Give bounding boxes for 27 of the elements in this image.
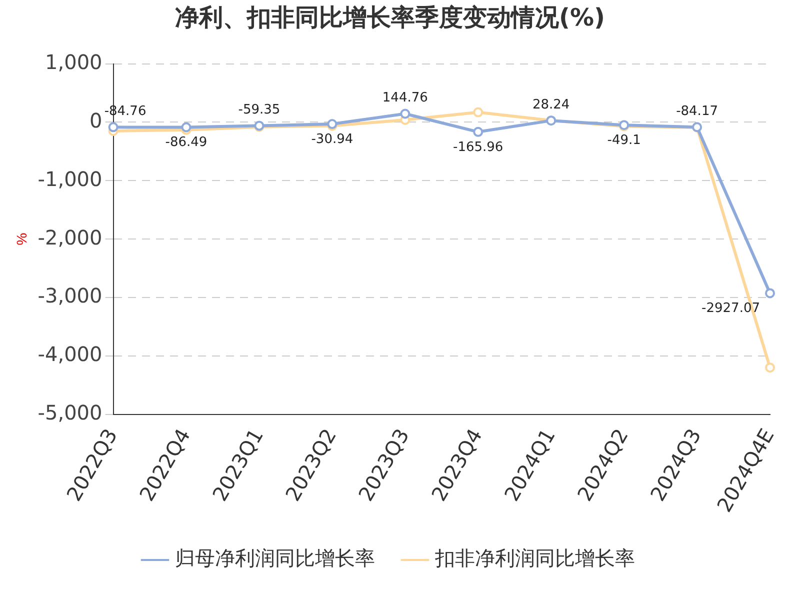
point <box>473 126 484 137</box>
point <box>400 108 410 119</box>
chart-title: 净利、扣非同比增长率季度变动情况(%) <box>175 4 605 32</box>
point <box>108 122 118 132</box>
y-tick-label: -5,000 <box>38 400 102 425</box>
y-tick-label: 0 <box>90 108 102 132</box>
data-label: 28.24 <box>532 97 570 112</box>
data-label: -84.17 <box>676 104 718 120</box>
point <box>765 362 775 373</box>
point <box>473 107 484 118</box>
legend-label: 扣非净利润同比增长率 <box>434 546 635 570</box>
data-label: -165.96 <box>453 140 504 155</box>
y-tick-label: -1,000 <box>38 166 102 191</box>
y-tick-label: -2,000 <box>38 225 102 250</box>
y-tick-label: 1,000 <box>45 50 102 74</box>
y-axis-title: % <box>13 232 30 246</box>
point <box>765 288 775 298</box>
data-label: -2927.07 <box>702 301 760 316</box>
data-label: 144.76 <box>382 90 428 106</box>
data-label: -59.35 <box>238 102 280 118</box>
point <box>181 122 192 132</box>
y-tick-label: -4,000 <box>38 342 102 366</box>
data-label: -30.94 <box>311 132 354 147</box>
data-label: -86.49 <box>165 135 208 150</box>
legend-label: 归母净利润同比增长率 <box>175 546 375 570</box>
y-tick-label: -3,000 <box>38 284 102 308</box>
data-label: -49.1 <box>607 132 641 148</box>
